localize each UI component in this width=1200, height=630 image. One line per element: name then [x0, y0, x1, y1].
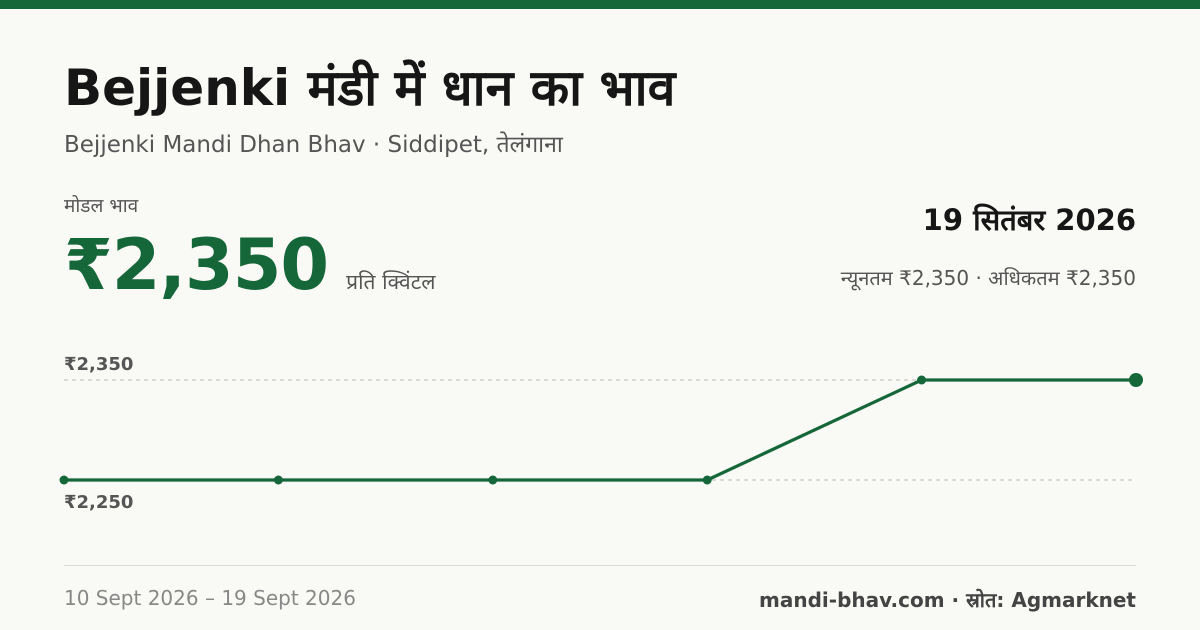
- modal-price-value: ₹2,350: [64, 224, 329, 306]
- footer-divider: [64, 565, 1136, 566]
- top-accent-bar: [0, 0, 1200, 9]
- min-max-range: न्यूनतम ₹2,350 · अधिकतम ₹2,350: [840, 266, 1136, 290]
- price-row: ₹2,350 प्रति क्विंटल: [64, 224, 436, 306]
- price-line-chart: ₹2,350 ₹2,250: [59, 354, 1143, 513]
- modal-price-label: मोडल भाव: [64, 195, 139, 217]
- data-point: [917, 375, 927, 385]
- data-point: [488, 475, 498, 485]
- data-point: [273, 475, 283, 485]
- page-title: Bejjenki मंडी में धान का भाव: [64, 59, 676, 117]
- price-date: 19 सितंबर 2026: [922, 203, 1136, 237]
- footer-source: mandi-bhav.com · स्रोत: Agmarknet: [759, 588, 1136, 612]
- latest-data-point: [1129, 373, 1143, 387]
- y-tick-label: ₹2,350: [64, 354, 133, 375]
- series-points: [59, 373, 1143, 485]
- y-tick-labels: ₹2,350 ₹2,250: [64, 354, 133, 513]
- price-unit: प्रति क्विंटल: [346, 270, 436, 294]
- series-line: [64, 378, 1136, 482]
- y-tick-label: ₹2,250: [64, 492, 133, 513]
- page-subtitle: Bejjenki Mandi Dhan Bhav · Siddipet, तेल…: [64, 132, 563, 158]
- data-point: [702, 475, 712, 485]
- gridlines: [64, 379, 1136, 481]
- footer-date-range: 10 Sept 2026 – 19 Sept 2026: [64, 586, 356, 610]
- series-line-path: [64, 378, 1136, 482]
- data-point: [59, 475, 69, 485]
